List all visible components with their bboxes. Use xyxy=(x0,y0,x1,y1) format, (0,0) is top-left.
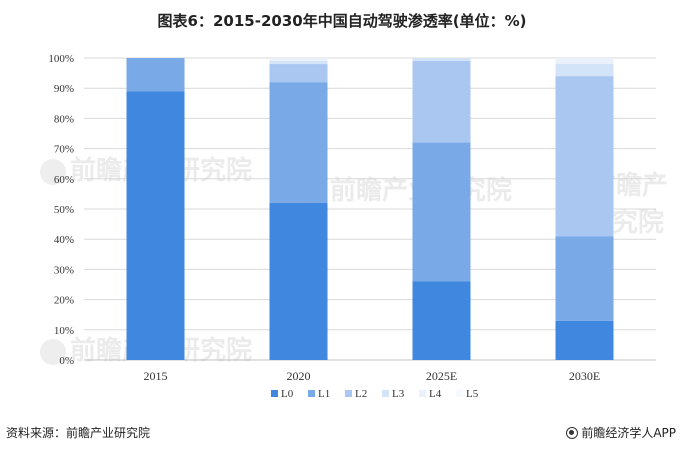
legend-label: L2 xyxy=(355,388,367,400)
brand-logo-icon xyxy=(566,426,579,439)
bar-segment-l1 xyxy=(555,236,614,321)
bar-segment-l4 xyxy=(269,58,328,62)
y-tick-label: 30% xyxy=(54,264,74,276)
source-note: 资料来源：前瞻产业研究院 xyxy=(6,426,151,440)
bar-segment-l1 xyxy=(269,82,328,203)
bar-segment-l3 xyxy=(269,61,328,65)
bar-segment-l0 xyxy=(412,281,471,360)
y-tick-label: 100% xyxy=(48,53,74,65)
stacked-bar-chart: 0% 10% 20% 30% 40% 50% 60% 70% 80% 90% 100% 2015 202… xyxy=(48,53,656,400)
y-tick-label: 80% xyxy=(54,113,74,125)
legend-swatch xyxy=(456,390,463,397)
y-tick-label: 20% xyxy=(54,295,74,307)
legend-swatch xyxy=(382,390,389,397)
x-tick-label: 2030E xyxy=(569,369,600,383)
legend-label: L1 xyxy=(318,388,330,400)
brand-label: 前瞻经济学人APP xyxy=(566,424,676,441)
y-tick-label: 70% xyxy=(54,144,74,156)
bar-segment-l1 xyxy=(412,142,471,282)
legend-swatch xyxy=(419,390,426,397)
y-tick-label: 0% xyxy=(59,355,74,367)
legend-label: L0 xyxy=(281,388,294,400)
y-tick-label: 60% xyxy=(54,174,74,186)
y-tick-label: 90% xyxy=(54,83,74,95)
bar-segment-l3 xyxy=(555,64,614,77)
legend-label: L5 xyxy=(466,388,479,400)
bar-segment-l2 xyxy=(412,61,471,143)
legend-swatch xyxy=(308,390,315,397)
bar-segment-l2 xyxy=(269,64,328,83)
bar-segment-l4 xyxy=(555,58,614,65)
y-tick-label: 50% xyxy=(54,204,74,216)
y-tick-label: 40% xyxy=(54,234,74,246)
bar-segment-l0 xyxy=(269,202,328,360)
x-tick-label: 2015 xyxy=(144,369,168,383)
chart-title: 图表6：2015-2030年中国自动驾驶渗透率(单位：%) xyxy=(157,12,527,30)
bar-segment-l1 xyxy=(126,58,185,92)
bar-segment-l3 xyxy=(412,58,471,62)
y-tick-label: 10% xyxy=(54,325,74,337)
legend-label: L3 xyxy=(392,388,405,400)
brand-text: 前瞻经济学人APP xyxy=(581,426,676,440)
legend-label: L4 xyxy=(429,388,442,400)
x-tick-label: 2020 xyxy=(287,369,311,383)
bar-segment-l0 xyxy=(555,320,614,360)
x-tick-label: 2025E xyxy=(426,369,457,383)
legend-swatch xyxy=(271,390,278,397)
bar-segment-l0 xyxy=(126,91,185,360)
bar-segment-l2 xyxy=(555,76,614,237)
legend-swatch xyxy=(345,390,352,397)
